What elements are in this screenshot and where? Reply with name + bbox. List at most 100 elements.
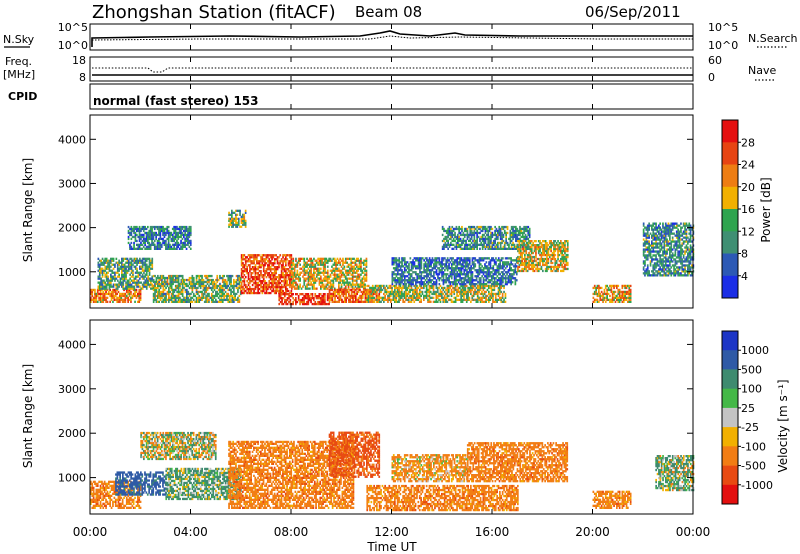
data-cell <box>107 259 109 262</box>
data-cell <box>501 235 503 239</box>
data-cell <box>464 275 467 278</box>
data-cell <box>466 265 468 268</box>
data-cell <box>492 277 495 280</box>
data-cell <box>206 298 209 301</box>
data-cell <box>163 227 166 231</box>
data-cell <box>403 279 406 282</box>
data-cell <box>210 278 213 282</box>
data-cell <box>392 271 395 274</box>
data-cell <box>399 273 402 276</box>
data-cell <box>168 274 170 278</box>
data-cell <box>362 285 365 288</box>
data-cell <box>490 245 492 248</box>
data-cell <box>104 287 107 290</box>
data-cell <box>238 284 241 288</box>
data-cell <box>495 281 497 284</box>
data-cell <box>369 286 371 290</box>
data-cell <box>181 280 184 284</box>
data-cell <box>250 291 253 295</box>
data-cell <box>208 284 210 288</box>
data-cell <box>491 277 493 280</box>
data-cell <box>355 287 358 290</box>
data-cell <box>394 273 396 276</box>
data-cell <box>452 271 454 274</box>
data-cell <box>345 292 347 296</box>
data-cell <box>473 241 476 245</box>
data-cell <box>177 280 180 284</box>
data-cell <box>343 261 346 264</box>
data-cell <box>132 263 134 266</box>
data-cell <box>443 294 446 298</box>
data-cell <box>471 257 474 260</box>
data-cell <box>338 261 340 264</box>
data-cell <box>410 265 413 268</box>
data-cell <box>208 274 210 278</box>
data-cell <box>119 300 121 303</box>
data-cell <box>233 296 235 299</box>
data-cell <box>476 241 478 245</box>
data-cell <box>92 298 95 301</box>
data-cell <box>335 267 337 270</box>
data-cell <box>353 294 356 298</box>
data-cell <box>139 296 142 299</box>
data-cell <box>244 260 247 263</box>
data-cell <box>240 285 243 289</box>
data-cell <box>436 290 439 294</box>
data-cell <box>181 274 184 278</box>
data-cell <box>488 271 490 274</box>
data-cell <box>198 274 201 278</box>
data-cell <box>285 285 287 289</box>
data-cell <box>447 227 449 231</box>
data-cell <box>239 209 241 212</box>
data-cell <box>510 261 512 264</box>
data-cell <box>378 298 381 301</box>
data-cell <box>484 239 487 243</box>
data-cell <box>306 293 308 296</box>
data-cell <box>242 213 244 216</box>
data-cell <box>158 284 160 288</box>
data-cell <box>247 276 250 279</box>
data-cell <box>443 245 445 248</box>
data-cell <box>257 266 259 269</box>
data-cell <box>104 275 107 278</box>
data-cell <box>187 296 190 299</box>
data-cell <box>365 279 368 282</box>
data-cell <box>220 292 223 296</box>
data-cell <box>206 296 209 299</box>
data-cell <box>405 263 407 266</box>
data-cell <box>190 276 192 280</box>
data-cell <box>342 279 344 282</box>
data-cell <box>501 284 504 288</box>
data-cell <box>432 288 435 292</box>
data-cell <box>344 261 347 264</box>
data-cell <box>365 273 368 276</box>
data-cell <box>349 288 352 292</box>
data-cell <box>473 239 476 243</box>
data-cell <box>159 286 162 290</box>
data-cell <box>474 284 476 288</box>
data-cell <box>322 271 325 274</box>
data-cell <box>475 292 478 296</box>
data-cell <box>307 279 310 282</box>
data-cell <box>463 269 466 272</box>
data-cell <box>450 281 453 284</box>
data-cell <box>503 273 506 276</box>
data-cell <box>286 274 289 277</box>
data-cell <box>237 209 240 212</box>
data-cell <box>492 283 495 286</box>
data-cell <box>339 298 342 301</box>
data-cell <box>465 247 467 250</box>
data-cell <box>137 259 140 262</box>
data-cell <box>249 278 251 281</box>
data-cell <box>467 296 469 299</box>
data-cell <box>269 262 272 265</box>
data-cell <box>130 247 133 250</box>
data-cell <box>488 284 490 288</box>
data-cell <box>412 283 414 286</box>
data-cell <box>317 277 319 280</box>
scatter-region <box>391 257 518 286</box>
data-cell <box>309 283 311 286</box>
data-cell <box>460 281 463 284</box>
data-cell <box>459 227 462 231</box>
data-cell <box>109 294 111 298</box>
